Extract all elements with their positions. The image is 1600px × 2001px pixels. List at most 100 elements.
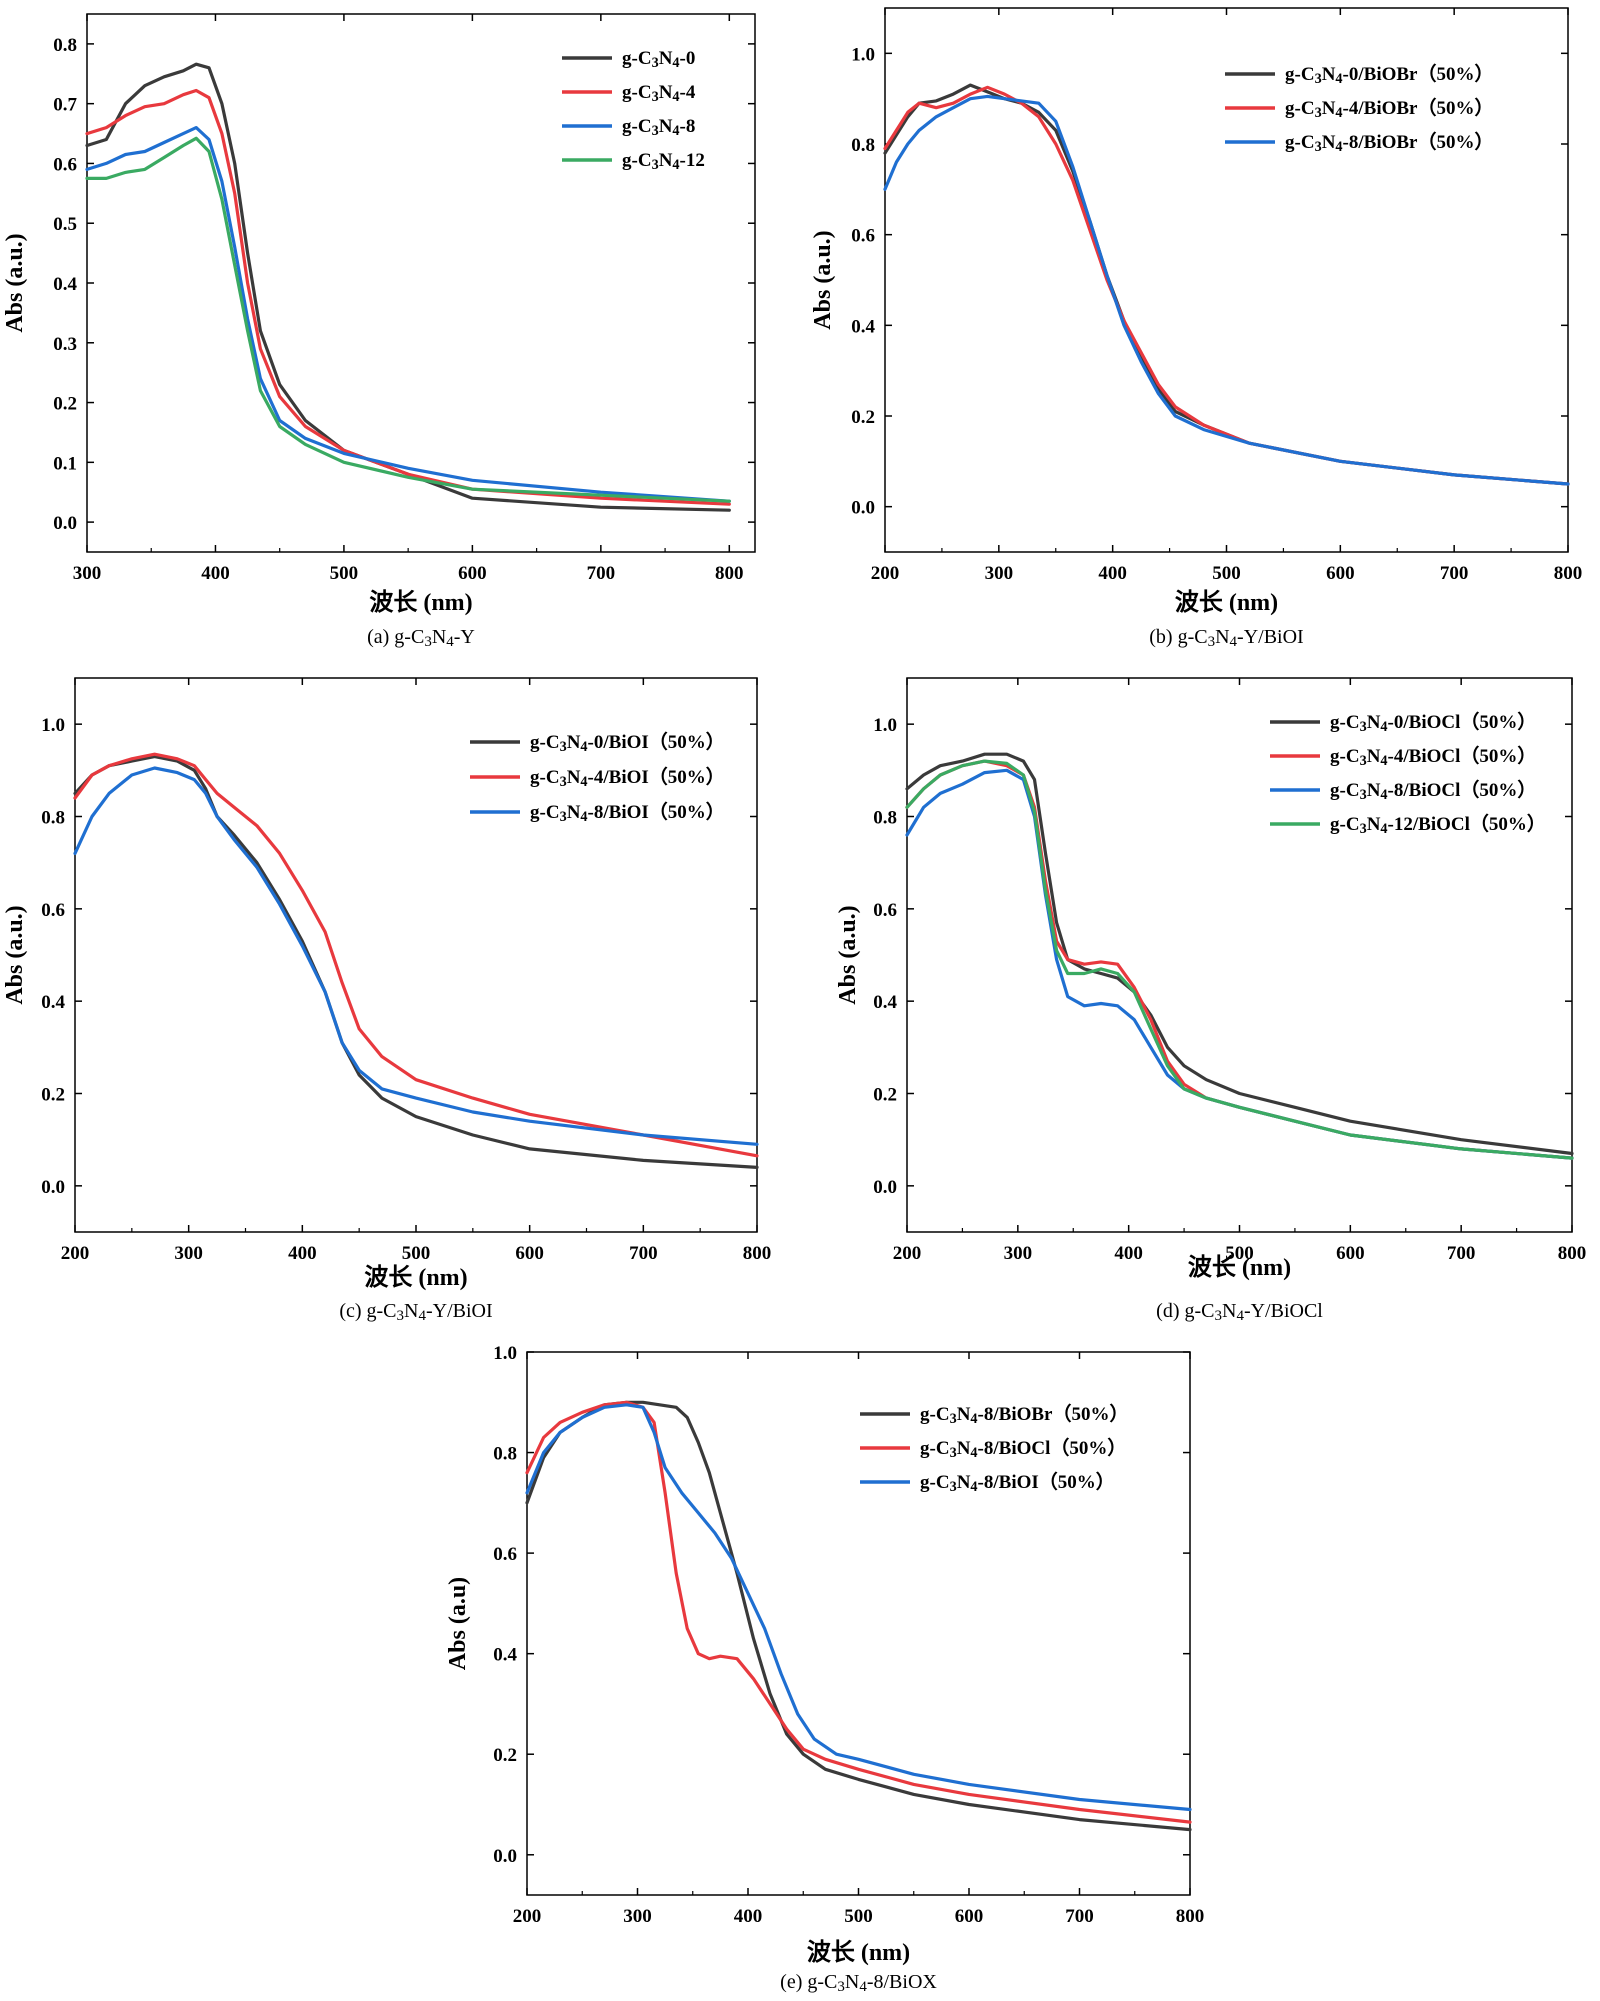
legend-label-part: N xyxy=(1367,712,1381,733)
legend-label-subscript: 3 xyxy=(1360,753,1367,769)
panel-caption-part: (c) g-C xyxy=(339,1300,396,1322)
legend-label-subscript: 3 xyxy=(560,739,567,755)
y-tick-label: 0.0 xyxy=(41,1177,65,1198)
y-tick-label: 0.6 xyxy=(851,226,875,247)
x-tick-label: 700 xyxy=(1440,563,1469,584)
legend-label-subscript: 3 xyxy=(652,157,659,173)
legend-label-part: g-C xyxy=(530,732,560,753)
y-tick-label: 0.6 xyxy=(41,900,65,921)
y-tick-label: 0.2 xyxy=(53,394,77,415)
legend-label-part: N xyxy=(957,1438,971,1459)
legend-label-part: g-C xyxy=(622,150,652,171)
y-tick-label: 0.6 xyxy=(493,1544,517,1565)
legend-label-subscript: 4 xyxy=(580,809,587,825)
x-tick-label: 800 xyxy=(1176,1906,1205,1927)
legend-label-part: N xyxy=(659,82,673,103)
legend-label: g-C3N4-4 xyxy=(622,82,696,105)
legend-label-subscript: 3 xyxy=(1360,787,1367,803)
y-tick-label: 0.8 xyxy=(493,1444,517,1465)
panel-caption-subscript: 3 xyxy=(1214,1308,1222,1324)
panel-caption-part: -Y/BiOI xyxy=(1237,626,1304,648)
legend-label-part: N xyxy=(1322,64,1336,85)
panel-caption-subscript: 4 xyxy=(446,634,454,650)
legend-label-subscript: 4 xyxy=(672,157,679,173)
legend-label-part: -4 xyxy=(680,82,696,103)
series-line-3 xyxy=(883,94,1570,486)
x-tick-label: 600 xyxy=(1326,563,1355,584)
legend-label-part: -4/BiOCl（50%） xyxy=(1388,744,1537,767)
y-tick-label: 1.0 xyxy=(493,1343,517,1364)
series-line-4 xyxy=(85,136,731,503)
legend-label: g-C3N4-8/BiOI（50%） xyxy=(920,1470,1115,1495)
legend-label-subscript: 3 xyxy=(950,1411,957,1427)
x-axis-label: 波长 (nm) xyxy=(1175,589,1278,616)
y-tick-label: 0.0 xyxy=(851,498,875,519)
plot-frame xyxy=(526,1351,1191,1896)
y-tick-label: 0.1 xyxy=(53,453,77,474)
y-tick-label: 0.2 xyxy=(493,1745,517,1766)
legend-label-subscript: 3 xyxy=(560,774,567,790)
legend-label: g-C3N4-12 xyxy=(622,150,705,173)
x-tick-label: 200 xyxy=(893,1243,922,1264)
legend-label-part: -12 xyxy=(680,150,705,171)
panel-caption-part: -Y/BiOI xyxy=(426,1300,493,1322)
panel-caption: (d) g-C3N4-Y/BiOCl xyxy=(1156,1300,1323,1324)
x-tick-label: 700 xyxy=(587,563,616,584)
panel-caption-subscript: 3 xyxy=(1208,634,1216,650)
legend-label-part: g-C xyxy=(1330,814,1360,835)
legend-label: g-C3N4-8/BiOBr（50%） xyxy=(920,1402,1129,1427)
legend-label-part: g-C xyxy=(1330,712,1360,733)
legend-label-part: g-C xyxy=(1285,64,1315,85)
y-tick-label: 0.3 xyxy=(53,334,77,355)
x-tick-label: 600 xyxy=(515,1243,544,1264)
legend-label-part: g-C xyxy=(622,48,652,69)
y-tick-label: 0.6 xyxy=(873,900,897,921)
panel-caption-subscript: 4 xyxy=(418,1308,426,1324)
panel-caption-subscript: 4 xyxy=(859,1979,867,1995)
legend-label: g-C3N4-4/BiOI（50%） xyxy=(530,765,725,790)
legend-label-part: -8/BiOI（50%） xyxy=(588,800,725,823)
panel-caption-subscript: 3 xyxy=(837,1979,845,1995)
x-axis-label: 波长 (nm) xyxy=(364,1264,467,1291)
legend-label-part: g-C xyxy=(1285,98,1315,119)
y-tick-label: 0.8 xyxy=(873,808,897,829)
legend-label-subscript: 4 xyxy=(1335,105,1342,121)
series-line-1 xyxy=(525,1400,1192,1832)
y-tick-label: 0.0 xyxy=(493,1846,517,1867)
series-line-3 xyxy=(73,766,759,1146)
y-tick-label: 0.4 xyxy=(873,992,897,1013)
panel-caption: (b) g-C3N4-Y/BiOI xyxy=(1149,626,1303,650)
legend-label: g-C3N4-0/BiOCl（50%） xyxy=(1330,710,1536,735)
x-tick-label: 400 xyxy=(288,1243,317,1264)
x-tick-label: 500 xyxy=(402,1243,431,1264)
x-tick-label: 600 xyxy=(1336,1243,1365,1264)
legend-label: g-C3N4-8 xyxy=(622,116,695,139)
x-tick-label: 200 xyxy=(513,1906,542,1927)
x-tick-label: 800 xyxy=(743,1243,772,1264)
legend-label-part: g-C xyxy=(920,1438,950,1459)
legend-label-part: -12/BiOCl（50%） xyxy=(1388,812,1546,835)
legend-label-part: g-C xyxy=(530,767,560,788)
panel-caption-part: N xyxy=(404,1300,418,1322)
chart-panel-d: 200 300 400 500 600 700 800 0.0 0.2 0.4 0.6 0.8 1.0 g… xyxy=(835,677,1586,1324)
legend-label-subscript: 4 xyxy=(970,1479,977,1495)
legend-label: g-C3N4-8/BiOCl（50%） xyxy=(920,1436,1126,1461)
legend-label: g-C3N4-12/BiOCl（50%） xyxy=(1330,812,1546,837)
legend-label-part: -8/BiOBr（50%） xyxy=(1343,130,1494,153)
x-tick-label: 200 xyxy=(61,1243,90,1264)
legend-label-part: g-C xyxy=(920,1472,950,1493)
series-line-1 xyxy=(73,754,759,1170)
x-tick-label: 700 xyxy=(1065,1906,1094,1927)
x-tick-label: 300 xyxy=(73,563,102,584)
panel-caption-part: -Y xyxy=(454,626,475,648)
panel-caption-part: (d) g-C xyxy=(1156,1300,1214,1322)
legend-label-subscript: 4 xyxy=(1380,787,1387,803)
y-tick-label: 1.0 xyxy=(41,715,65,736)
legend-label-subscript: 4 xyxy=(580,739,587,755)
x-tick-label: 300 xyxy=(985,563,1014,584)
legend-label: g-C3N4-8/BiOBr（50%） xyxy=(1285,130,1494,155)
series-line-2 xyxy=(85,88,731,506)
legend-label-part: N xyxy=(1322,98,1336,119)
legend-label-subscript: 3 xyxy=(652,89,659,105)
panel-caption-subscript: 3 xyxy=(424,634,432,650)
